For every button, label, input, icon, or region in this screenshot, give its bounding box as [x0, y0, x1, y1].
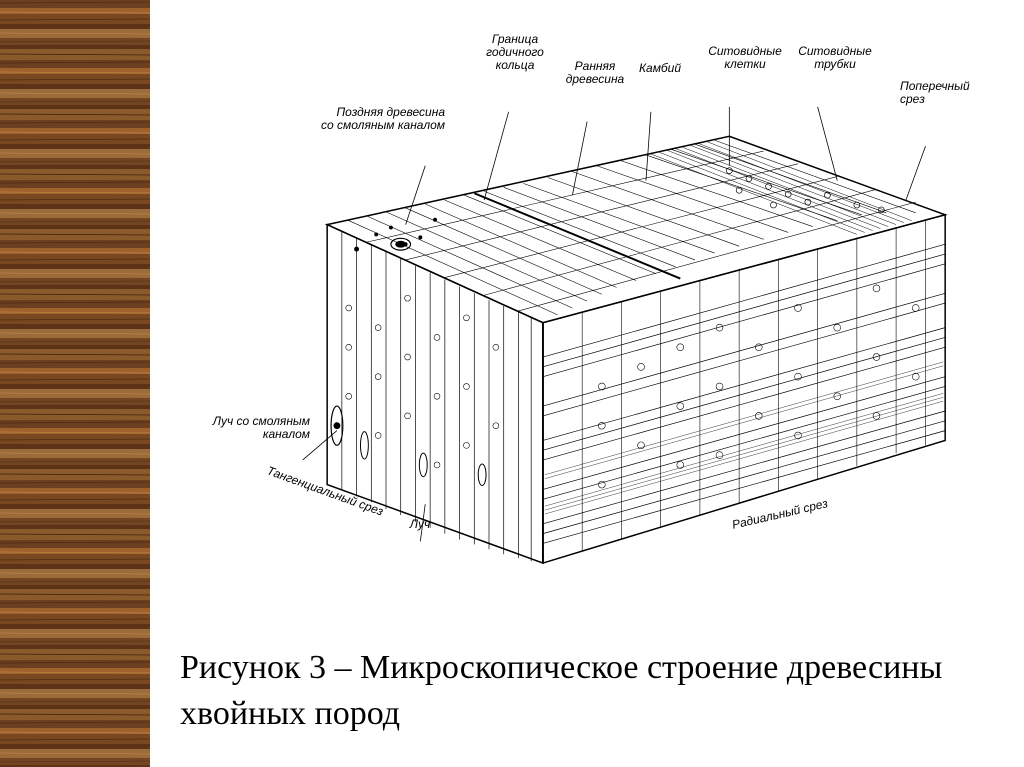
diagram-container: Поздняя древесина со смоляным каналом Гр…	[180, 20, 1004, 635]
label-ray: Луч	[400, 518, 440, 531]
label-late-wood: Поздняя древесина со смоляным каналом	[285, 106, 445, 132]
wood-grain-sidebar	[0, 0, 150, 767]
label-early-wood: Ранняя древесина	[555, 60, 635, 86]
label-ring-boundary: Граница годичного кольца	[475, 33, 555, 73]
label-ray-resin: Луч со смоляным каналом	[185, 415, 310, 441]
slide-content: Поздняя древесина со смоляным каналом Гр…	[150, 0, 1024, 767]
label-cambium: Камбий	[630, 62, 690, 75]
label-transverse: Поперечный срез	[900, 80, 1000, 106]
figure-caption: Рисунок 3 – Микроскопическое строение др…	[180, 635, 1004, 737]
label-sieve-tubes: Ситовидные трубки	[790, 45, 880, 71]
label-sieve-cells: Ситовидные клетки	[700, 45, 790, 71]
